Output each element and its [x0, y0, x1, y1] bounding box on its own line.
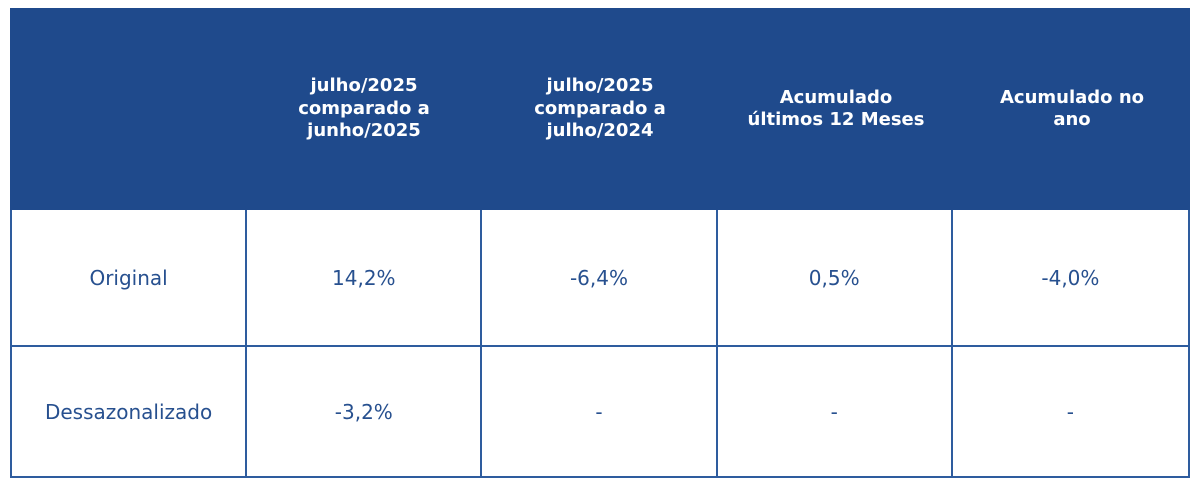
value-cell-dessazonalizado-yoy: -: [482, 347, 718, 476]
value-cell-original-yoy: -6,4%: [482, 210, 718, 347]
value-cell-original-ytd: -4,0%: [952, 210, 1188, 347]
table-header-row: julho/2025 comparado a junho/2025 julho/…: [10, 8, 1190, 210]
table-body: Original 14,2% -6,4% 0,5% -4,0% Dessazon…: [10, 210, 1190, 478]
column-header-month-vs-year-ago: julho/2025 comparado a julho/2024: [534, 75, 666, 142]
value-cell-dessazonalizado-12m: -: [718, 347, 953, 476]
column-header-empty: [10, 8, 246, 210]
value-cell-dessazonalizado-mom: -3,2%: [247, 347, 483, 476]
value-cell-dessazonalizado-ytd: -: [1066, 399, 1074, 424]
column-header-accumulated-12-months: Acumulado últimos 12 Meses: [747, 86, 925, 131]
column-header-accumulated-year: Acumulado no ano: [1000, 86, 1144, 131]
value-cell-original-12m: 0,5%: [717, 210, 953, 347]
row-label-cell-original: Original: [12, 210, 248, 347]
indicator-table: julho/2025 comparado a junho/2025 julho/…: [10, 8, 1190, 478]
value-cell-original-mom: 14,2%: [247, 210, 483, 347]
column-header-month-vs-prev-month: julho/2025 comparado a junho/2025: [298, 75, 430, 142]
row-label-cell-dessazonalizado: Dessazonalizado: [12, 347, 248, 476]
